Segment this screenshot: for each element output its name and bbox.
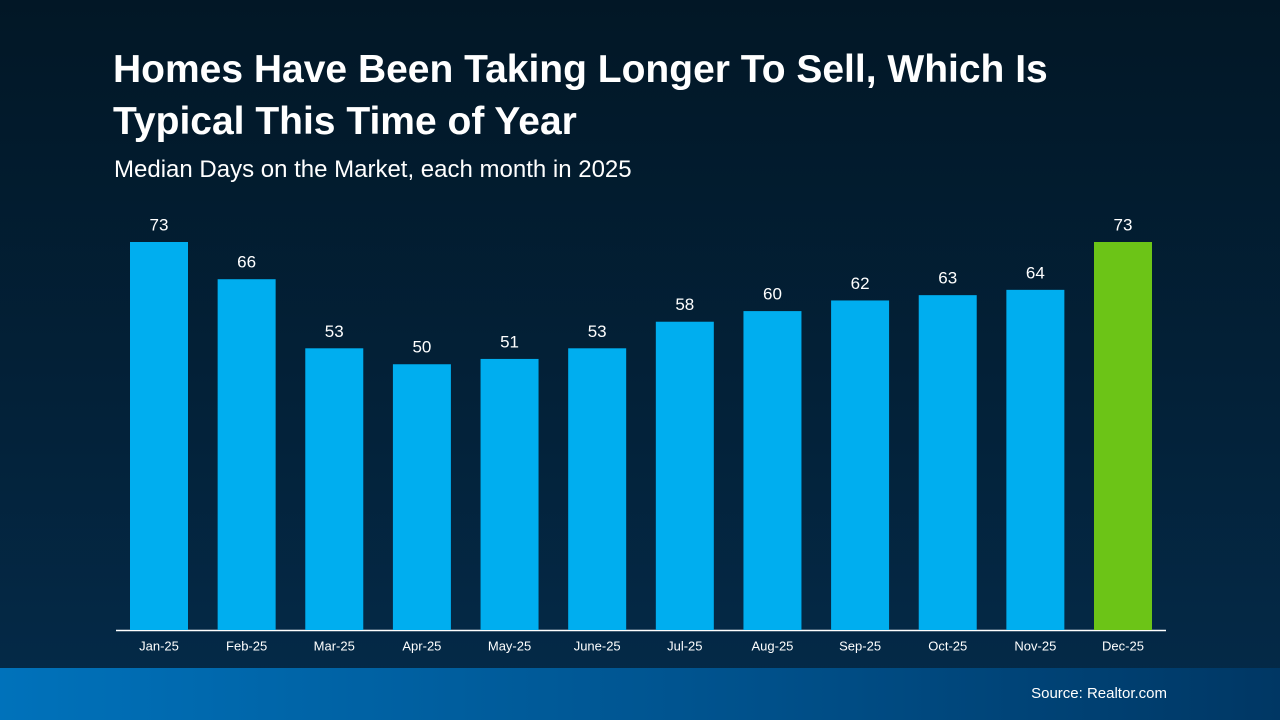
value-label: 60 bbox=[763, 285, 782, 304]
value-label: 50 bbox=[412, 338, 431, 357]
x-tick-label: Apr-25 bbox=[402, 638, 441, 653]
value-label: 63 bbox=[938, 269, 957, 288]
x-tick-label: Aug-25 bbox=[751, 638, 793, 653]
x-tick-label: May-25 bbox=[488, 638, 531, 653]
bar bbox=[655, 321, 714, 630]
footer: Source: Realtor.com bbox=[0, 668, 1280, 720]
bar bbox=[918, 295, 977, 630]
bar bbox=[568, 348, 627, 630]
bar bbox=[480, 358, 539, 630]
x-tick-label: Dec-25 bbox=[1102, 638, 1144, 653]
bar bbox=[392, 364, 451, 630]
value-label: 53 bbox=[588, 322, 607, 341]
x-tick-label: Jan-25 bbox=[139, 638, 179, 653]
chart: 73 Jan-25 66 Feb-25 53 Mar-25 50 Apr-25 51 May-25… bbox=[130, 215, 1152, 653]
x-tick-label: Mar-25 bbox=[314, 638, 355, 653]
bar bbox=[305, 348, 364, 630]
value-label: 73 bbox=[150, 215, 169, 234]
x-tick-label: June-25 bbox=[574, 638, 621, 653]
x-tick-label: Nov-25 bbox=[1014, 638, 1056, 653]
value-label: 53 bbox=[325, 322, 344, 341]
bar bbox=[743, 311, 802, 630]
x-tick-label: Jul-25 bbox=[667, 638, 702, 653]
value-label: 73 bbox=[1114, 215, 1133, 234]
value-label: 66 bbox=[237, 253, 256, 272]
x-tick-label: Sep-25 bbox=[839, 638, 881, 653]
bar bbox=[831, 300, 890, 630]
source: Source: Realtor.com bbox=[1031, 685, 1167, 702]
bar bbox=[1094, 242, 1152, 630]
value-label: 58 bbox=[675, 295, 694, 314]
bar bbox=[217, 279, 276, 630]
value-label: 64 bbox=[1026, 263, 1045, 282]
value-label: 51 bbox=[500, 332, 519, 351]
bar bbox=[130, 242, 188, 630]
chart-title: Homes Have Been Taking Longer To Sell, W… bbox=[113, 48, 1048, 143]
x-tick-label: Feb-25 bbox=[226, 638, 267, 653]
chart-subtitle: Median Days on the Market, each month in… bbox=[114, 156, 632, 183]
bar bbox=[1006, 289, 1065, 630]
value-label: 62 bbox=[851, 274, 870, 293]
x-tick-label: Oct-25 bbox=[928, 638, 967, 653]
